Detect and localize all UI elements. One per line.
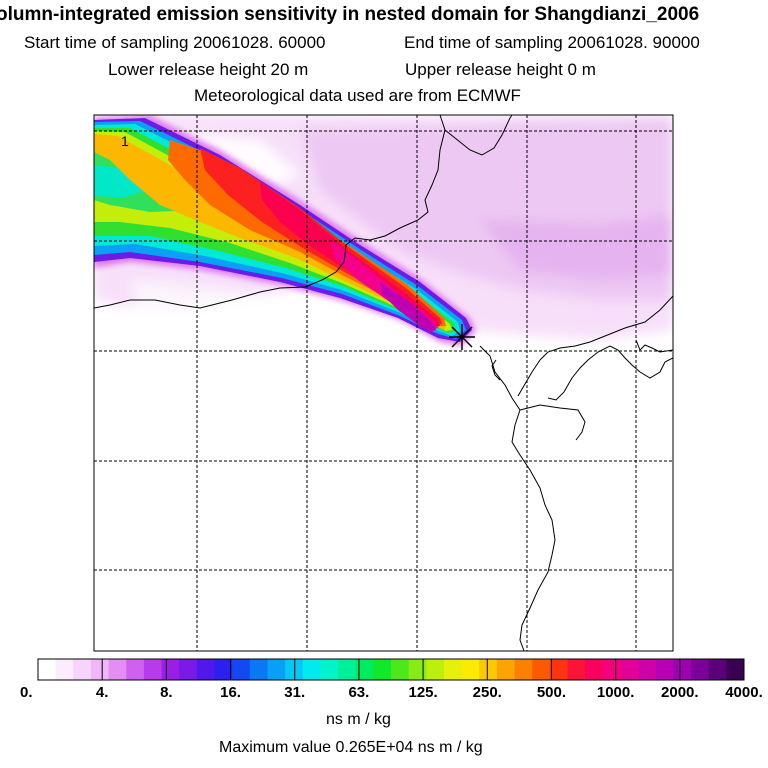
colorbar-dividers — [101, 659, 681, 680]
colorbar-cell — [38, 659, 57, 680]
colorbar-cell — [355, 659, 374, 680]
colorbar-cell — [496, 659, 516, 680]
colorbar-cell — [267, 659, 286, 680]
colorbar-cell — [73, 659, 92, 680]
colorbar-cell — [126, 659, 145, 680]
colorbar-cell — [232, 659, 251, 680]
colorbar-cell — [249, 659, 268, 680]
background-sensitivity-field — [94, 115, 673, 340]
colorbar-cell — [108, 659, 127, 680]
sensitivity-plume — [94, 115, 476, 346]
coastlines — [94, 115, 673, 651]
colorbar-cell — [179, 659, 198, 680]
colorbar-cell — [302, 659, 321, 680]
maximum-value-label: Maximum value 0.265E+04 ns m / kg — [219, 739, 483, 756]
colorbar-cell — [90, 659, 110, 680]
colorbar-cell — [214, 659, 233, 680]
colorbar-cell — [143, 659, 163, 680]
colorbar-tick-label: 4. — [95, 684, 109, 701]
colorbar-cell — [655, 659, 674, 680]
plot-label: 1 — [121, 133, 129, 149]
colorbar-cell — [532, 659, 551, 680]
colorbar-cells — [38, 659, 745, 680]
lower-release-height-label: Lower release height 20 m — [108, 60, 309, 79]
colorbar-cell — [408, 659, 427, 680]
colorbar-cell — [426, 659, 445, 680]
colorbar-cell — [691, 659, 710, 680]
colorbar-frame — [37, 658, 745, 681]
colorbar-cell — [514, 659, 533, 680]
colorbar-tick-label: 1000. — [596, 684, 635, 701]
start-time-label: Start time of sampling 20061028. 60000 — [24, 33, 326, 52]
upper-release-height-label: Upper release height 0 m — [405, 60, 596, 79]
colorbar-cell — [161, 659, 180, 680]
colorbar-tick-label: 0. — [20, 684, 33, 701]
plot-title: olumn-integrated emission sensitivity in… — [0, 4, 700, 25]
colorbar-tick-label: 500. — [536, 684, 567, 701]
receptor-cross-icon — [449, 324, 475, 350]
meteorology-source-label: Meteorological data used are from ECMWF — [194, 86, 521, 105]
map-frame — [93, 114, 674, 652]
colorbar-tick-label: 125. — [408, 684, 438, 701]
colorbar-cell — [673, 659, 692, 680]
colorbar-cell — [338, 659, 357, 680]
colorbar-cell — [479, 659, 498, 680]
colorbar-cell — [320, 659, 339, 680]
colorbar-tick-label: 16. — [220, 684, 241, 701]
colorbar-cell — [55, 659, 74, 680]
lat-lon-grid — [94, 115, 673, 651]
colorbar-cell — [549, 659, 568, 680]
end-time-label: End time of sampling 20061028. 90000 — [404, 33, 700, 52]
colorbar-tick-label: 8. — [160, 684, 173, 701]
colorbar-cell — [461, 659, 480, 680]
colorbar-cell — [638, 659, 657, 680]
colorbar-tick-label: 4000. — [725, 684, 763, 701]
colorbar-cell — [726, 659, 745, 680]
colorbar-cell — [585, 659, 604, 680]
colorbar-tick-label: 63. — [348, 684, 370, 701]
colorbar-tick-label: 2000. — [661, 684, 699, 701]
colorbar-cell — [443, 659, 463, 680]
colorbar-cell — [285, 659, 304, 680]
colorbar-cell — [620, 659, 639, 680]
colorbar-cell — [567, 659, 586, 680]
colorbar-tick-label: 250. — [472, 684, 502, 701]
colorbar-cell — [391, 659, 410, 680]
colorbar-units: ns m / kg — [326, 711, 391, 728]
colorbar-cell — [708, 659, 727, 680]
colorbar-cell — [196, 659, 215, 680]
colorbar-cell — [373, 659, 392, 680]
colorbar-tick-label: 31. — [284, 684, 306, 701]
colorbar-cell — [602, 659, 621, 680]
